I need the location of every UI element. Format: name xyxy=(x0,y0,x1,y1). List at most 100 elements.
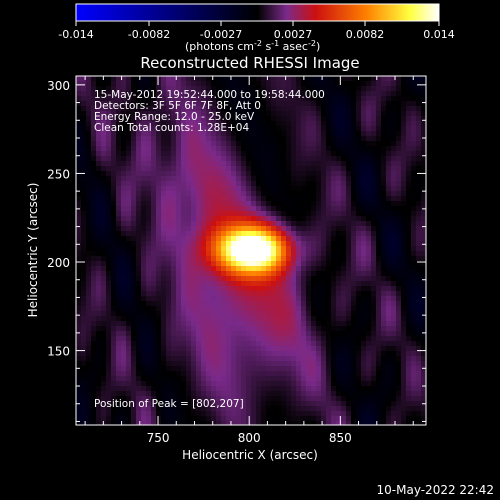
heatmap-pixel xyxy=(361,421,367,425)
heatmap-pixel xyxy=(131,346,137,352)
heatmap-pixel xyxy=(286,256,292,262)
heatmap-pixel xyxy=(381,126,387,132)
heatmap-pixel xyxy=(191,406,197,412)
heatmap-pixel xyxy=(391,151,397,157)
heatmap-pixel xyxy=(391,206,397,212)
heatmap-pixel xyxy=(281,126,287,132)
heatmap-pixel xyxy=(111,256,117,262)
heatmap-pixel xyxy=(331,81,337,87)
heatmap-pixel xyxy=(316,171,322,177)
heatmap-pixel xyxy=(306,211,312,217)
heatmap-pixel xyxy=(421,386,426,392)
heatmap-pixel xyxy=(306,351,312,357)
heatmap-pixel xyxy=(81,96,87,102)
heatmap-pixel xyxy=(366,76,372,82)
heatmap-pixel xyxy=(136,176,142,182)
heatmap-pixel xyxy=(311,361,317,367)
heatmap-pixel xyxy=(271,391,277,397)
heatmap-pixel xyxy=(371,376,377,382)
heatmap-pixel xyxy=(91,101,97,107)
heatmap-pixel xyxy=(176,211,182,217)
heatmap-pixel xyxy=(161,146,167,152)
heatmap-pixel xyxy=(201,271,207,277)
heatmap-pixel xyxy=(281,191,287,197)
heatmap-pixel xyxy=(376,296,382,302)
heatmap-pixel xyxy=(231,186,237,192)
heatmap-pixel xyxy=(406,331,412,337)
heatmap-pixel xyxy=(86,221,92,227)
heatmap-pixel xyxy=(216,126,222,132)
heatmap-pixel xyxy=(356,86,362,92)
heatmap-pixel xyxy=(361,316,367,322)
heatmap-pixel xyxy=(131,106,137,112)
heatmap-pixel xyxy=(226,261,232,267)
heatmap-pixel xyxy=(371,386,377,392)
heatmap-pixel xyxy=(246,296,252,302)
heatmap-pixel xyxy=(261,406,267,412)
heatmap-pixel xyxy=(146,156,152,162)
heatmap-pixel xyxy=(246,316,252,322)
heatmap-pixel xyxy=(131,296,137,302)
heatmap-pixel xyxy=(361,386,367,392)
heatmap-pixel xyxy=(386,261,392,267)
heatmap-pixel xyxy=(321,211,327,217)
heatmap-pixel xyxy=(206,156,212,162)
heatmap-pixel xyxy=(161,411,167,417)
heatmap-pixel xyxy=(236,281,242,287)
heatmap-pixel xyxy=(386,291,392,297)
heatmap-pixel xyxy=(331,421,337,425)
heatmap-pixel xyxy=(386,266,392,272)
heatmap-pixel xyxy=(406,316,412,322)
heatmap-pixel xyxy=(341,281,347,287)
heatmap-pixel xyxy=(106,286,112,292)
heatmap-pixel xyxy=(171,411,177,417)
heatmap-pixel xyxy=(161,316,167,322)
heatmap-pixel xyxy=(186,276,192,282)
heatmap-pixel xyxy=(121,101,127,107)
heatmap-pixel xyxy=(336,136,342,142)
heatmap-pixel xyxy=(391,351,397,357)
heatmap-pixel xyxy=(91,356,97,362)
heatmap-pixel xyxy=(91,306,97,312)
heatmap-pixel xyxy=(186,196,192,202)
heatmap-pixel xyxy=(381,371,387,377)
heatmap-pixel xyxy=(336,401,342,407)
heatmap-pixel xyxy=(351,341,357,347)
heatmap-pixel xyxy=(406,181,412,187)
heatmap-pixel xyxy=(321,336,327,342)
heatmap-pixel xyxy=(201,136,207,142)
heatmap-pixel xyxy=(171,306,177,312)
heatmap-pixel xyxy=(261,346,267,352)
heatmap-pixel xyxy=(116,406,122,412)
heatmap-pixel xyxy=(371,371,377,377)
heatmap-pixel xyxy=(266,116,272,122)
heatmap-pixel xyxy=(316,261,322,267)
heatmap-pixel xyxy=(161,256,167,262)
heatmap-pixel xyxy=(101,361,107,367)
heatmap-pixel xyxy=(286,251,292,257)
heatmap-pixel xyxy=(96,286,102,292)
heatmap-pixel xyxy=(91,116,97,122)
heatmap-pixel xyxy=(341,411,347,417)
heatmap-pixel xyxy=(221,316,227,322)
heatmap-pixel xyxy=(311,151,317,157)
heatmap-pixel xyxy=(316,161,322,167)
heatmap-pixel xyxy=(141,96,147,102)
heatmap-pixel xyxy=(246,311,252,317)
heatmap-pixel xyxy=(236,106,242,112)
heatmap-pixel xyxy=(316,416,322,422)
heatmap-pixel xyxy=(256,386,262,392)
heatmap-pixel xyxy=(381,141,387,147)
heatmap-pixel xyxy=(216,386,222,392)
heatmap-pixel xyxy=(271,231,277,237)
heatmap-pixel xyxy=(381,81,387,87)
heatmap-pixel xyxy=(371,271,377,277)
heatmap-pixel xyxy=(146,121,152,127)
heatmap-pixel xyxy=(126,176,132,182)
heatmap-pixel xyxy=(236,396,242,402)
heatmap-pixel xyxy=(246,336,252,342)
heatmap-pixel xyxy=(261,141,267,147)
heatmap-pixel xyxy=(361,276,367,282)
heatmap-pixel xyxy=(146,116,152,122)
heatmap-pixel xyxy=(416,226,422,232)
